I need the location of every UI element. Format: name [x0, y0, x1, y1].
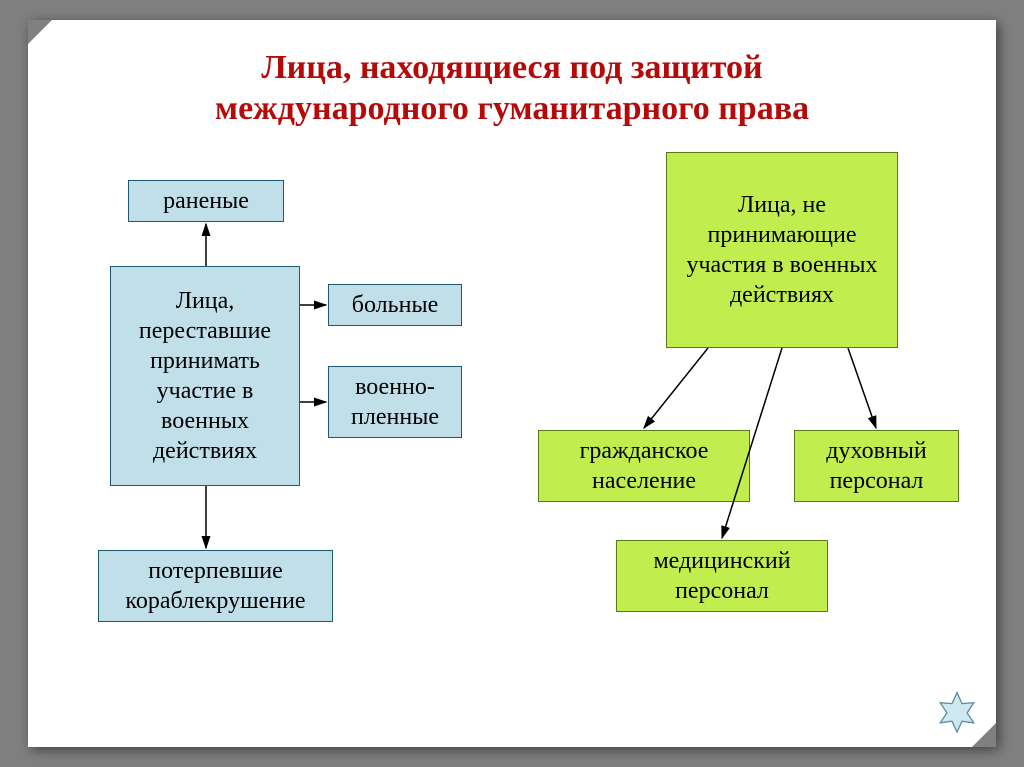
node-medical: медицинский персонал — [616, 540, 828, 612]
node-civilians: гражданское население — [538, 430, 750, 502]
node-wounded: раненые — [128, 180, 284, 222]
title-line-2: международного гуманитарного права — [215, 90, 809, 127]
slide-title: Лица, находящиеся под защитой международ… — [28, 48, 996, 130]
node-sick: больные — [328, 284, 462, 326]
node-clergy: духовный персонал — [794, 430, 959, 502]
slide-frame: Лица, находящиеся под защитой международ… — [28, 20, 996, 747]
node-left-center: Лица, переставшие принимать участие в во… — [110, 266, 300, 486]
node-shipwrecked: потерпевшие кораблекрушение — [98, 550, 333, 622]
corner-fold-tl — [28, 20, 52, 44]
star-icon — [936, 691, 978, 733]
node-pows: военно-пленные — [328, 366, 462, 438]
node-right-center: Лица, не принимающие участия в военных д… — [666, 152, 898, 348]
title-line-1: Лица, находящиеся под защитой — [261, 49, 762, 86]
